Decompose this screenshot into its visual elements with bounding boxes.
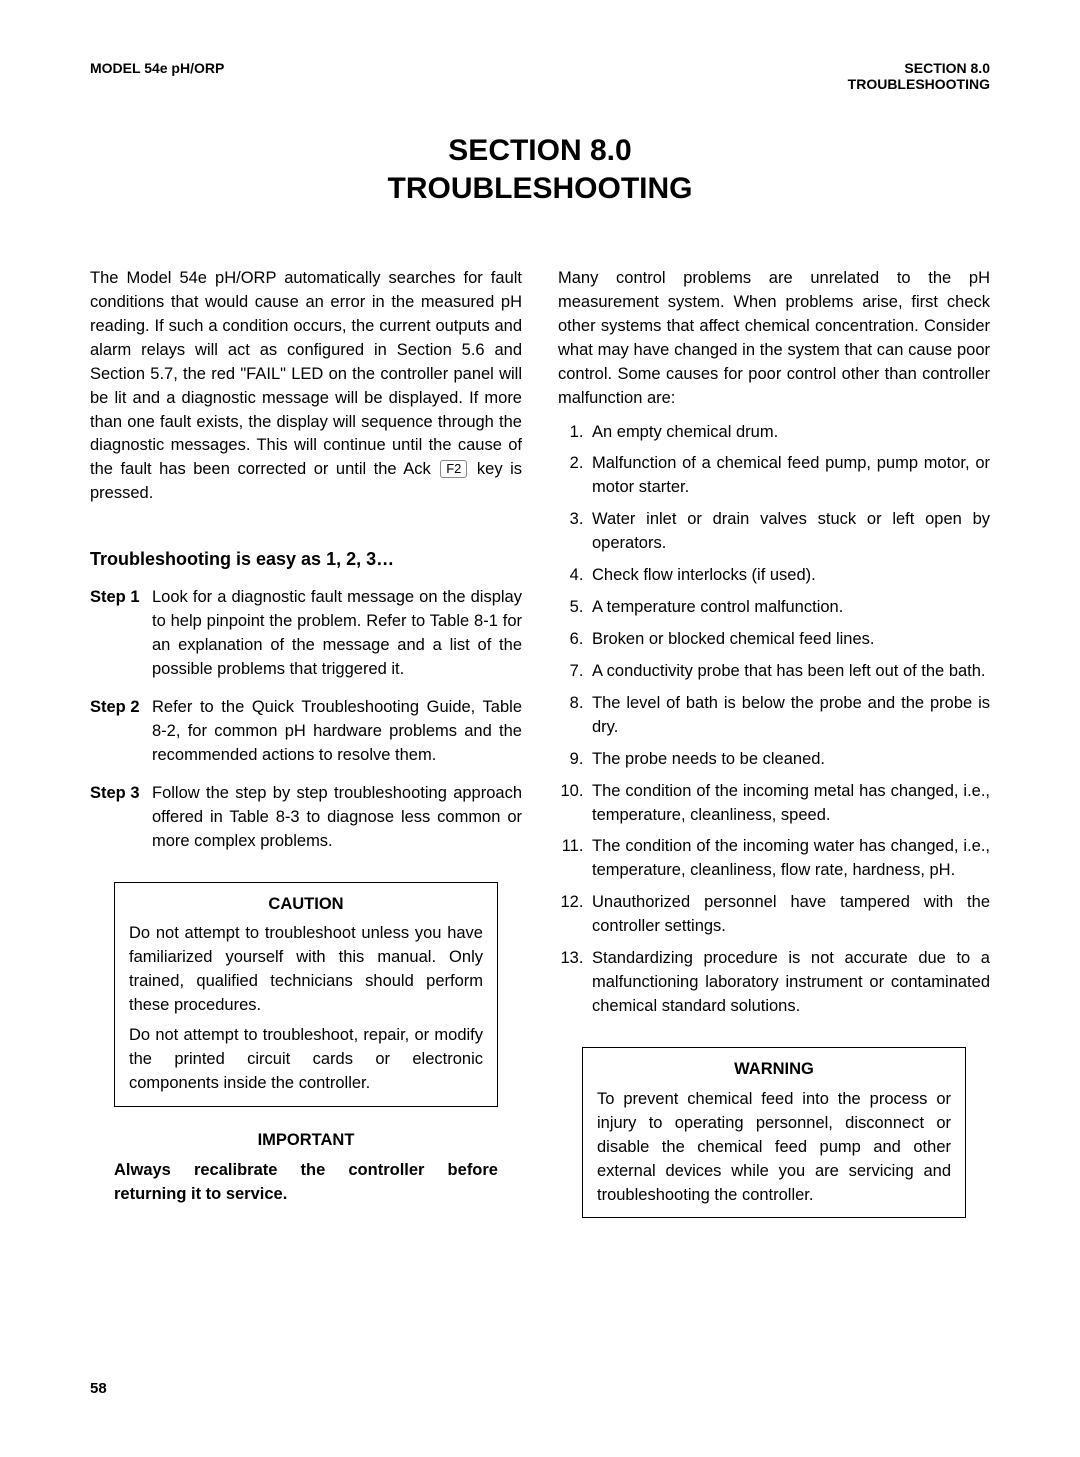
step-item: Step 1 Look for a diagnostic fault messa…: [90, 586, 522, 682]
list-item: Broken or blocked chemical feed lines.: [588, 628, 990, 652]
list-item: A temperature control malfunction.: [588, 596, 990, 620]
list-item: Unauthorized personnel have tampered wit…: [588, 891, 990, 939]
warning-body: To prevent chemical feed into the proces…: [597, 1088, 951, 1208]
page-header: MODEL 54e pH/ORP SECTION 8.0 TROUBLESHOO…: [90, 60, 990, 92]
step-item: Step 2 Refer to the Quick Troubleshootin…: [90, 696, 522, 768]
list-item: Water inlet or drain valves stuck or lef…: [588, 508, 990, 556]
header-right: SECTION 8.0 TROUBLESHOOTING: [848, 60, 990, 92]
list-item: Standardizing procedure is not accurate …: [588, 947, 990, 1019]
intro-paragraph: The Model 54e pH/ORP automatically searc…: [90, 267, 522, 506]
f2-key-icon: F2: [440, 460, 467, 478]
page: MODEL 54e pH/ORP SECTION 8.0 TROUBLESHOO…: [0, 0, 1080, 1457]
step-label: Step 2: [90, 696, 152, 768]
caution-p2: Do not attempt to troubleshoot, repair, …: [129, 1024, 483, 1096]
list-item: The probe needs to be cleaned.: [588, 748, 990, 772]
right-column: Many control problems are unrelated to t…: [558, 267, 990, 1240]
step-item: Step 3 Follow the step by step troublesh…: [90, 782, 522, 854]
caution-box: CAUTION Do not attempt to troubleshoot u…: [114, 882, 498, 1107]
list-item: A conductivity probe that has been left …: [588, 660, 990, 684]
step-body: Refer to the Quick Troubleshooting Guide…: [152, 696, 522, 768]
list-item: The condition of the incoming water has …: [588, 835, 990, 883]
section-title-line2: TROUBLESHOOTING: [90, 170, 990, 208]
caution-body: Do not attempt to troubleshoot unless yo…: [129, 922, 483, 1095]
header-right-line2: TROUBLESHOOTING: [848, 76, 990, 92]
warning-title: WARNING: [597, 1058, 951, 1082]
list-item: An empty chemical drum.: [588, 421, 990, 445]
header-left: MODEL 54e pH/ORP: [90, 60, 224, 92]
list-item: Malfunction of a chemical feed pump, pum…: [588, 452, 990, 500]
step-body: Follow the step by step troubleshooting …: [152, 782, 522, 854]
step-label: Step 3: [90, 782, 152, 854]
step-label: Step 1: [90, 586, 152, 682]
list-item: Check flow interlocks (if used).: [588, 564, 990, 588]
warning-box: WARNING To prevent chemical feed into th…: [582, 1047, 966, 1219]
intro2-paragraph: Many control problems are unrelated to t…: [558, 267, 990, 411]
steps-list: Step 1 Look for a diagnostic fault messa…: [90, 586, 522, 853]
page-number: 58: [90, 1380, 990, 1397]
section-title: SECTION 8.0 TROUBLESHOOTING: [90, 132, 990, 207]
list-item: The level of bath is below the probe and…: [588, 692, 990, 740]
header-right-line1: SECTION 8.0: [848, 60, 990, 76]
warning-text: To prevent chemical feed into the proces…: [597, 1088, 951, 1208]
caution-p1: Do not attempt to troubleshoot unless yo…: [129, 922, 483, 1018]
important-block: IMPORTANT Always recalibrate the control…: [114, 1129, 498, 1207]
caution-title: CAUTION: [129, 893, 483, 917]
intro-text-1: The Model 54e pH/ORP automatically searc…: [90, 269, 522, 478]
section-title-line1: SECTION 8.0: [90, 132, 990, 170]
important-body: Always recalibrate the controller before…: [114, 1159, 498, 1207]
important-title: IMPORTANT: [114, 1129, 498, 1153]
causes-list: An empty chemical drum. Malfunction of a…: [558, 421, 990, 1019]
list-item: The condition of the incoming metal has …: [588, 780, 990, 828]
subheading: Troubleshooting is easy as 1, 2, 3…: [90, 546, 522, 572]
step-body: Look for a diagnostic fault message on t…: [152, 586, 522, 682]
content-columns: The Model 54e pH/ORP automatically searc…: [90, 267, 990, 1240]
left-column: The Model 54e pH/ORP automatically searc…: [90, 267, 522, 1240]
